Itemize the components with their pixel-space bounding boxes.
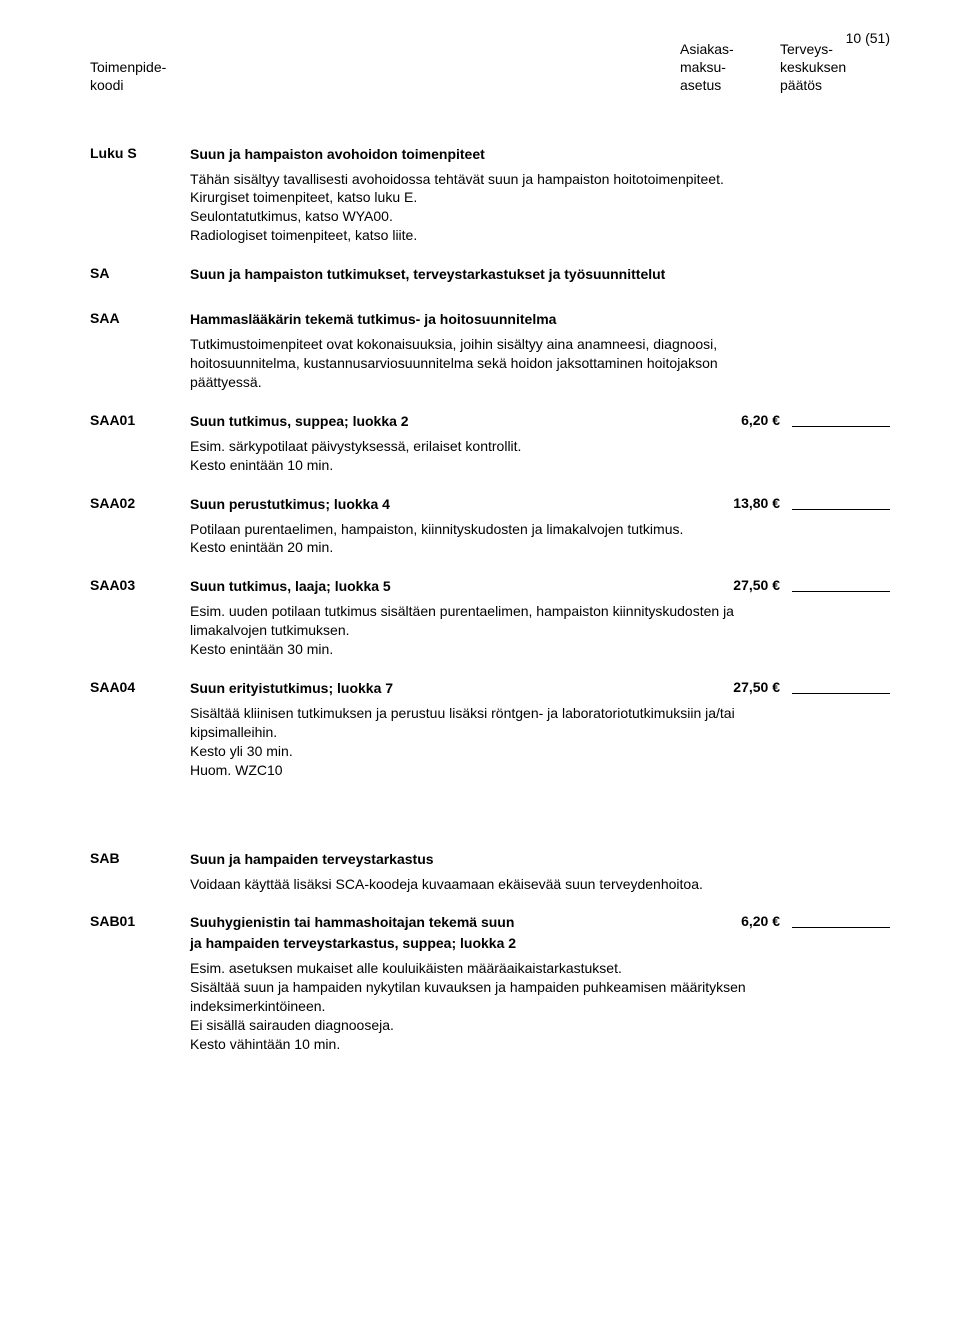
header-mid-3: asetus xyxy=(680,76,780,94)
item-title: Suun erityistutkimus; luokka 7 xyxy=(190,680,393,696)
item-title: Suun tutkimus, suppea; luokka 2 xyxy=(190,413,409,429)
item-price: 13,80 € xyxy=(733,495,780,511)
priced-item: SAA04 Suun erityistutkimus; luokka 7 27,50… xyxy=(90,679,890,698)
item-code: SAA01 xyxy=(90,412,135,428)
section-saa: SAA Hammaslääkärin tekemä tutkimus- ja h… xyxy=(90,310,890,329)
price-rule-line xyxy=(792,495,890,510)
title-sab01-l2: ja hampaiden terveystarkastus, suppea; l… xyxy=(190,935,516,951)
title-sa: Suun ja hampaiston tutkimukset, terveyst… xyxy=(190,266,665,282)
item-price: 27,50 € xyxy=(733,679,780,695)
code-saa: SAA xyxy=(90,310,120,326)
item-sab01-l2: ja hampaiden terveystarkastus, suppea; l… xyxy=(90,934,890,953)
priced-item: SAA03 Suun tutkimus, laaja; luokka 5 27,50… xyxy=(90,577,890,596)
desc-sab01: Esim. asetuksen mukaiset alle kouluikäis… xyxy=(190,959,770,1053)
header-right-3: päätös xyxy=(780,76,890,94)
desc-sab: Voidaan käyttää lisäksi SCA-koodeja kuva… xyxy=(190,875,770,894)
title-sab: Suun ja hampaiden terveystarkastus xyxy=(190,851,434,867)
item-desc: Sisältää kliinisen tutkimuksen ja perust… xyxy=(190,704,770,780)
header-right-2: keskuksen xyxy=(780,58,890,76)
page-number: 10 (51) xyxy=(846,30,890,46)
item-sab01: SAB01 Suuhygienistin tai hammashoitajan … xyxy=(90,913,890,932)
item-code: SAA03 xyxy=(90,577,135,593)
price-sab01: 6,20 € xyxy=(741,913,780,929)
price-rule-line xyxy=(792,577,890,592)
header-mid-2: maksu- xyxy=(680,58,780,76)
document-page: 10 (51) Toimenpide- koodi Asiakas- maksu… xyxy=(0,0,960,1323)
title-saa: Hammaslääkärin tekemä tutkimus- ja hoito… xyxy=(190,311,556,327)
code-luku-s: Luku S xyxy=(90,145,137,161)
section-sa: SA Suun ja hampaiston tutkimukset, terve… xyxy=(90,265,890,284)
item-price: 27,50 € xyxy=(733,577,780,593)
item-desc: Esim. särkypotilaat päivystyksessä, eril… xyxy=(190,437,770,475)
column-header-row: Toimenpide- koodi Asiakas- maksu- asetus… xyxy=(90,40,890,95)
priced-items: SAA01 Suun tutkimus, suppea; luokka 2 6,20… xyxy=(90,412,890,780)
price-rule-line xyxy=(792,679,890,694)
item-desc: Potilaan purentaelimen, hampaiston, kiin… xyxy=(190,520,770,558)
item-title: Suun perustutkimus; luokka 4 xyxy=(190,496,390,512)
item-code: SAA04 xyxy=(90,679,135,695)
item-price: 6,20 € xyxy=(741,412,780,428)
code-sa: SA xyxy=(90,265,109,281)
item-code: SAA02 xyxy=(90,495,135,511)
desc-saa: Tutkimustoimenpiteet ovat kokonaisuuksia… xyxy=(190,335,770,392)
code-sab: SAB xyxy=(90,850,120,866)
header-left-1: Toimenpide- xyxy=(90,58,190,76)
price-rule-line xyxy=(792,913,890,928)
header-mid-1: Asiakas- xyxy=(680,40,780,58)
item-title: Suun tutkimus, laaja; luokka 5 xyxy=(190,578,391,594)
desc-luku-s: Tähän sisältyy tavallisesti avohoidossa … xyxy=(190,170,770,246)
section-sab: SAB Suun ja hampaiden terveystarkastus xyxy=(90,850,890,869)
code-sab01: SAB01 xyxy=(90,913,135,929)
priced-item: SAA02 Suun perustutkimus; luokka 4 13,80 € xyxy=(90,495,890,514)
item-desc: Esim. uuden potilaan tutkimus sisältäen … xyxy=(190,602,770,659)
title-sab01-l1: Suuhygienistin tai hammashoitajan tekemä… xyxy=(190,914,514,930)
price-rule-line xyxy=(792,412,890,427)
priced-item: SAA01 Suun tutkimus, suppea; luokka 2 6,20… xyxy=(90,412,890,431)
header-left-2: koodi xyxy=(90,76,190,94)
title-luku-s: Suun ja hampaiston avohoidon toimenpitee… xyxy=(190,146,485,162)
section-luku-s: Luku S Suun ja hampaiston avohoidon toim… xyxy=(90,145,890,164)
